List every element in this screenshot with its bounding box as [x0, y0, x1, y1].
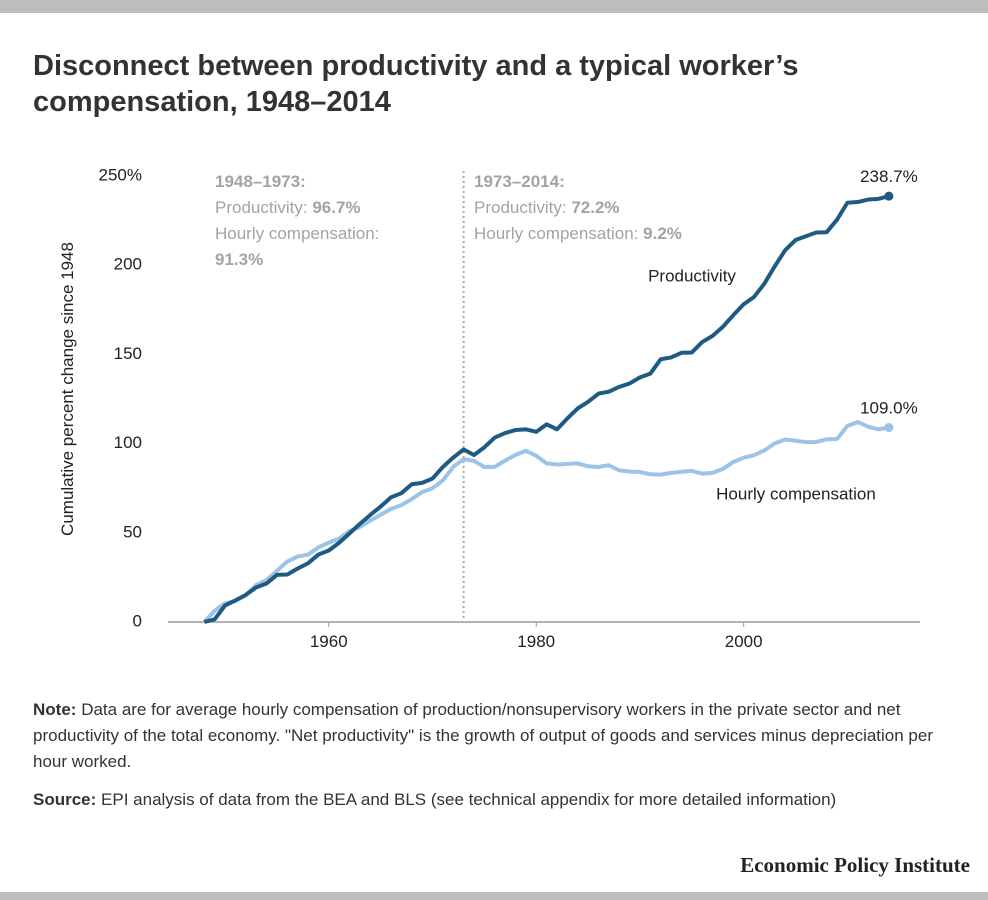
source-label: Source:: [33, 790, 97, 809]
annotation-line: Productivity: 96.7%: [215, 195, 430, 221]
source: Source: EPI analysis of data from the BE…: [33, 787, 963, 813]
annotation-line: Productivity: 72.2%: [474, 195, 774, 221]
value-label: 238.7%: [860, 167, 918, 186]
series-line: [202, 420, 890, 624]
note: Note: Data are for average hourly compen…: [33, 697, 963, 775]
annotation-label: Hourly compensation:: [215, 224, 380, 243]
end-point: [884, 423, 894, 433]
annotation-label: Hourly compensation:: [474, 224, 639, 243]
x-tick-label: 1980: [517, 632, 555, 651]
x-tick-label: 1960: [310, 632, 348, 651]
y-tick-label: 0: [133, 611, 142, 630]
note-label: Note:: [33, 700, 77, 719]
note-text: Data are for average hourly compensation…: [33, 700, 934, 771]
credit: Economic Policy Institute: [740, 853, 970, 877]
annotation-value: 72.2%: [571, 198, 620, 217]
y-tick-label: 100: [114, 433, 142, 452]
annotation-heading: 1973–2014:: [474, 172, 565, 191]
annotation: 1948–1973: Productivity: 96.7% Hourly comp…: [215, 169, 430, 273]
bottom-bar: [0, 892, 988, 900]
series-label: Hourly compensation: [716, 484, 876, 503]
series-label: Productivity: [648, 266, 736, 285]
y-tick-label: 250%: [99, 165, 142, 184]
annotation-heading: 1948–1973:: [215, 172, 306, 191]
y-axis-label: Cumulative percent change since 1948: [58, 242, 77, 536]
annotation-value: 96.7%: [312, 198, 361, 217]
y-tick-label: 150: [114, 344, 142, 363]
y-tick-label: 200: [114, 255, 142, 274]
source-text: EPI analysis of data from the BEA and BL…: [101, 790, 837, 809]
annotation-label: Productivity:: [474, 198, 567, 217]
annotation-label: Productivity:: [215, 198, 308, 217]
annotation-line: Hourly compensation: 9.2%: [474, 221, 774, 247]
top-bar: [0, 0, 988, 13]
annotation-value: 91.3%: [215, 250, 264, 269]
annotation-line: Hourly compensation: 91.3%: [215, 221, 430, 273]
series-line: [203, 194, 890, 624]
annotation: 1973–2014: Productivity: 72.2% Hourly comp…: [474, 169, 774, 247]
y-tick-label: 50: [123, 522, 142, 541]
annotation-value: 9.2%: [643, 224, 682, 243]
end-point: [884, 191, 894, 201]
x-tick-label: 2000: [725, 632, 763, 651]
chart-title: Disconnect between productivity and a ty…: [33, 50, 799, 118]
value-label: 109.0%: [860, 399, 918, 418]
